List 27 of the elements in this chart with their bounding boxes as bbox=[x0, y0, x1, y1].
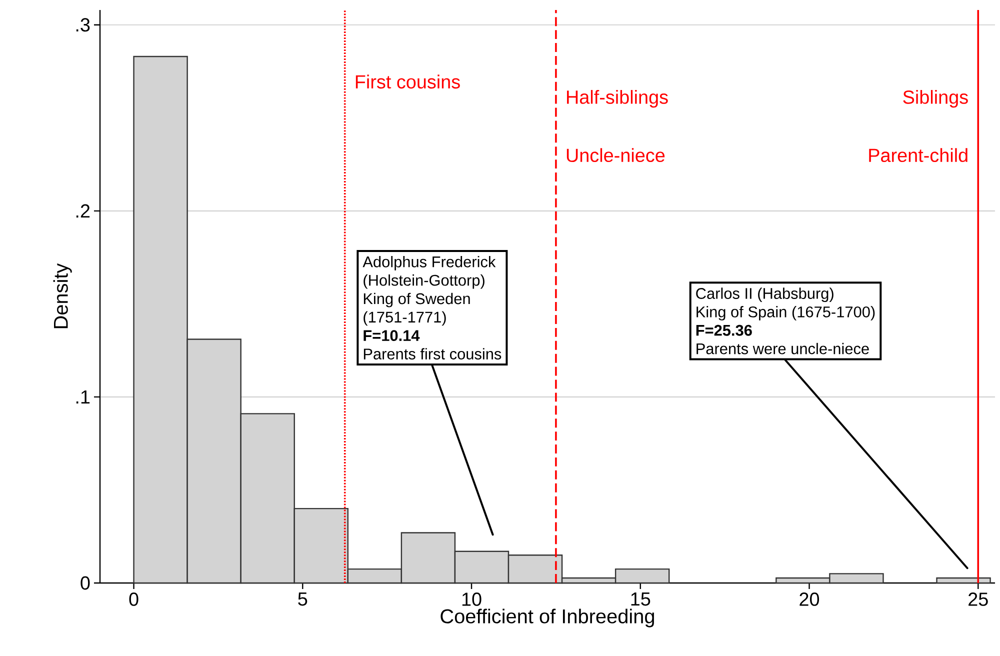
ref-line-label: First cousins bbox=[356, 74, 460, 89]
annotation: Parents were uncle-niece bbox=[696, 342, 869, 354]
y-axis-title: Density bbox=[53, 263, 72, 328]
annotation: Adolphus Frederick bbox=[362, 256, 496, 270]
y-tick-label: .1 bbox=[76, 390, 90, 404]
x-tick-label: 25 bbox=[968, 592, 988, 606]
annotation: F=25.36 bbox=[696, 324, 752, 336]
y-tick-label: .2 bbox=[76, 204, 90, 218]
x-tick-label: 20 bbox=[800, 592, 820, 606]
x-axis-title: Coefficient of Inbreeding bbox=[440, 608, 654, 628]
annotation: (1751-1771) bbox=[364, 311, 446, 326]
annotation: King of Spain (1675-1700) bbox=[696, 306, 875, 320]
annotation: (Holstein-Gottorp) bbox=[364, 274, 484, 289]
annotation: King of Sweden bbox=[364, 292, 470, 308]
annotation: Parent-child bbox=[869, 148, 968, 162]
x-tick-label: 10 bbox=[462, 592, 482, 606]
x-tick-label: 0 bbox=[129, 592, 138, 606]
annotation: Parents first cousins bbox=[364, 348, 502, 360]
y-tick-label: 0 bbox=[80, 576, 90, 590]
x-tick-label: 5 bbox=[298, 592, 308, 606]
annotation: Uncle-niece bbox=[566, 148, 665, 162]
annotation: F=10.14 bbox=[364, 330, 420, 342]
annotation: Carlos II (Habsburg) bbox=[696, 288, 834, 302]
y-tick-label: .3 bbox=[76, 18, 90, 32]
ref-line-label: Half-siblings bbox=[567, 90, 668, 108]
x-tick-label: 15 bbox=[631, 592, 650, 606]
ref-line-label: Siblings bbox=[903, 90, 968, 108]
